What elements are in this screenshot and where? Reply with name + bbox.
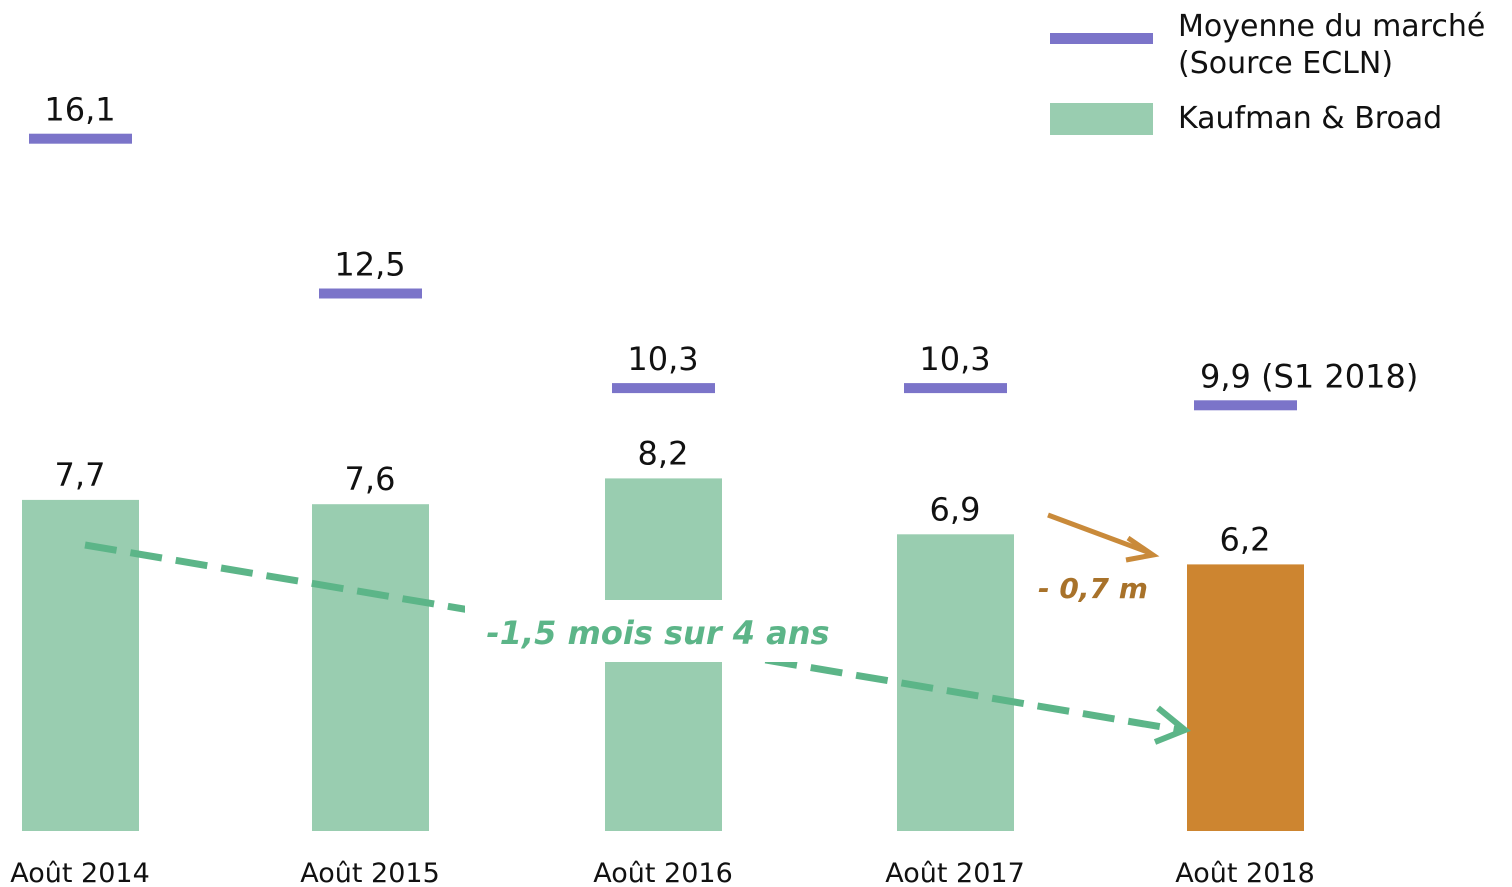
market-marker xyxy=(319,288,422,299)
bar xyxy=(1187,564,1304,831)
x-tick-label: Août 2018 xyxy=(1175,858,1315,887)
legend-label: Kaufman & Broad xyxy=(1178,101,1443,136)
annotation: - 0,7 m xyxy=(1038,572,1148,605)
data-label: 7,7 xyxy=(55,456,106,494)
data-label: 6,9 xyxy=(930,490,981,528)
market-marker xyxy=(29,133,132,144)
data-label: 6,2 xyxy=(1220,520,1271,558)
bar xyxy=(312,504,429,831)
change-arrow-head xyxy=(1125,535,1160,563)
data-label: 9,9 (S1 2018) xyxy=(1200,357,1418,395)
market-marker xyxy=(1194,400,1297,411)
data-label: 10,3 xyxy=(627,340,698,378)
annotation-bg xyxy=(465,600,835,662)
data-label: 10,3 xyxy=(919,340,990,378)
annotation: -1,5 mois sur 4 ans xyxy=(486,614,829,652)
bar xyxy=(22,499,139,831)
data-label: 12,5 xyxy=(334,246,405,284)
data-label: 8,2 xyxy=(638,434,689,472)
legend-label: Moyenne du marché (Source ECLN) xyxy=(1178,9,1486,81)
market-marker xyxy=(612,383,715,394)
legend-swatch xyxy=(1050,33,1153,44)
legend-swatch xyxy=(1050,103,1153,135)
data-label: 7,6 xyxy=(345,460,396,498)
x-tick-label: Août 2016 xyxy=(593,858,733,887)
trend-arrow-head xyxy=(1153,705,1191,745)
change-arrow xyxy=(1047,512,1151,556)
market-marker xyxy=(904,383,1007,394)
x-tick-label: Août 2014 xyxy=(10,858,150,887)
data-label: 16,1 xyxy=(44,91,115,129)
x-tick-label: Août 2015 xyxy=(300,858,440,887)
x-tick-label: Août 2017 xyxy=(885,858,1025,887)
